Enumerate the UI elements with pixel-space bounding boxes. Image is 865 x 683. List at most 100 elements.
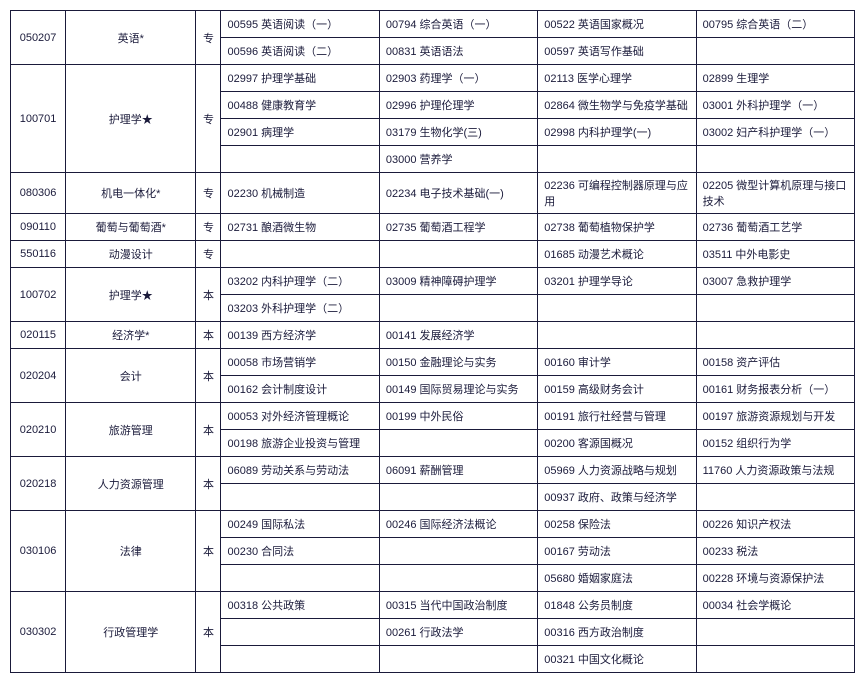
major-name: 旅游管理 — [66, 403, 196, 457]
major-name: 英语* — [66, 11, 196, 65]
table-row: 030106法律本00249 国际私法00246 国际经济法概论00258 保险… — [11, 511, 855, 538]
major-name: 人力资源管理 — [66, 457, 196, 511]
subject-cell: 00160 审计学 — [538, 349, 696, 376]
table-row: 080306机电一体化*专02230 机械制造02234 电子技术基础(一)02… — [11, 173, 855, 214]
subject-cell — [379, 565, 537, 592]
major-code: 090110 — [11, 214, 66, 241]
subject-cell: 05969 人力资源战略与规划 — [538, 457, 696, 484]
subject-cell: 00937 政府、政策与经济学 — [538, 484, 696, 511]
subject-cell: 00191 旅行社经营与管理 — [538, 403, 696, 430]
level: 本 — [196, 511, 221, 592]
subject-cell: 00053 对外经济管理概论 — [221, 403, 379, 430]
major-code: 550116 — [11, 241, 66, 268]
subject-cell: 02899 生理学 — [696, 65, 854, 92]
subject-cell — [221, 146, 379, 173]
subject-cell: 02113 医学心理学 — [538, 65, 696, 92]
major-name: 经济学* — [66, 322, 196, 349]
subject-cell — [379, 295, 537, 322]
subject-cell: 01848 公务员制度 — [538, 592, 696, 619]
subject-cell: 02230 机械制造 — [221, 173, 379, 214]
subject-cell: 00159 高级财务会计 — [538, 376, 696, 403]
subject-cell: 02731 酿酒微生物 — [221, 214, 379, 241]
major-code: 020210 — [11, 403, 66, 457]
subject-cell: 00034 社会学概论 — [696, 592, 854, 619]
subject-cell: 03009 精神障碍护理学 — [379, 268, 537, 295]
subject-cell: 02901 病理学 — [221, 119, 379, 146]
major-code: 100702 — [11, 268, 66, 322]
major-code: 020115 — [11, 322, 66, 349]
subject-cell: 00141 发展经济学 — [379, 322, 537, 349]
subject-cell — [379, 430, 537, 457]
subject-cell: 02234 电子技术基础(一) — [379, 173, 537, 214]
subject-cell: 00228 环境与资源保护法 — [696, 565, 854, 592]
subject-cell: 00597 英语写作基础 — [538, 38, 696, 65]
subject-cell: 00595 英语阅读（一） — [221, 11, 379, 38]
subject-cell: 00318 公共政策 — [221, 592, 379, 619]
subject-cell: 02998 内科护理学(一) — [538, 119, 696, 146]
level: 本 — [196, 322, 221, 349]
subject-cell: 00316 西方政治制度 — [538, 619, 696, 646]
table-row: 100702护理学★本03202 内科护理学（二）03009 精神障碍护理学03… — [11, 268, 855, 295]
subject-cell: 00150 金融理论与实务 — [379, 349, 537, 376]
subject-cell: 00233 税法 — [696, 538, 854, 565]
subject-cell — [538, 322, 696, 349]
major-code: 080306 — [11, 173, 66, 214]
subject-cell: 00831 英语语法 — [379, 38, 537, 65]
major-name: 行政管理学 — [66, 592, 196, 673]
major-name: 会计 — [66, 349, 196, 403]
subject-cell: 02996 护理伦理学 — [379, 92, 537, 119]
table-row: 020218人力资源管理本06089 劳动关系与劳动法06091 薪酬管理059… — [11, 457, 855, 484]
subject-cell: 11760 人力资源政策与法规 — [696, 457, 854, 484]
subject-cell: 03000 营养学 — [379, 146, 537, 173]
table-row: 020210旅游管理本00053 对外经济管理概论00199 中外民俗00191… — [11, 403, 855, 430]
subject-cell — [221, 619, 379, 646]
subject-cell: 06089 劳动关系与劳动法 — [221, 457, 379, 484]
subject-cell: 05680 婚姻家庭法 — [538, 565, 696, 592]
subject-cell — [379, 241, 537, 268]
major-code: 020218 — [11, 457, 66, 511]
subject-cell: 03201 护理学导论 — [538, 268, 696, 295]
subject-cell: 00167 劳动法 — [538, 538, 696, 565]
major-code: 050207 — [11, 11, 66, 65]
major-name: 法律 — [66, 511, 196, 592]
level: 专 — [196, 241, 221, 268]
subject-cell: 00199 中外民俗 — [379, 403, 537, 430]
subject-cell: 03007 急救护理学 — [696, 268, 854, 295]
subject-cell — [696, 38, 854, 65]
subject-cell: 02736 葡萄酒工艺学 — [696, 214, 854, 241]
subject-cell — [379, 646, 537, 673]
subject-cell: 00200 客源国概况 — [538, 430, 696, 457]
subject-cell: 00596 英语阅读（二） — [221, 38, 379, 65]
level: 本 — [196, 457, 221, 511]
subject-cell: 00198 旅游企业投资与管理 — [221, 430, 379, 457]
level: 本 — [196, 592, 221, 673]
table-row: 090110葡萄与葡萄酒*专02731 酿酒微生物02735 葡萄酒工程学027… — [11, 214, 855, 241]
subject-cell: 03203 外科护理学（二） — [221, 295, 379, 322]
subject-cell — [221, 646, 379, 673]
subject-cell — [221, 241, 379, 268]
subject-cell: 03511 中外电影史 — [696, 241, 854, 268]
major-code: 030106 — [11, 511, 66, 592]
subject-cell: 02864 微生物学与免疫学基础 — [538, 92, 696, 119]
subject-cell: 00258 保险法 — [538, 511, 696, 538]
subject-cell: 00162 会计制度设计 — [221, 376, 379, 403]
subject-cell: 00321 中国文化概论 — [538, 646, 696, 673]
subject-cell — [696, 146, 854, 173]
subject-cell: 03001 外科护理学（一） — [696, 92, 854, 119]
table-row: 550116动漫设计专01685 动漫艺术概论03511 中外电影史 — [11, 241, 855, 268]
subject-cell: 00488 健康教育学 — [221, 92, 379, 119]
subject-cell — [538, 146, 696, 173]
subject-cell — [379, 538, 537, 565]
subject-cell — [696, 646, 854, 673]
subject-cell: 00249 国际私法 — [221, 511, 379, 538]
level: 专 — [196, 11, 221, 65]
subject-cell: 00139 西方经济学 — [221, 322, 379, 349]
table-row: 100701护理学★专02997 护理学基础02903 药理学（一）02113 … — [11, 65, 855, 92]
subject-cell — [538, 295, 696, 322]
subject-cell: 02735 葡萄酒工程学 — [379, 214, 537, 241]
subject-cell: 00158 资产评估 — [696, 349, 854, 376]
major-code: 020204 — [11, 349, 66, 403]
subject-cell — [379, 484, 537, 511]
subject-cell — [696, 619, 854, 646]
subject-cell: 01685 动漫艺术概论 — [538, 241, 696, 268]
